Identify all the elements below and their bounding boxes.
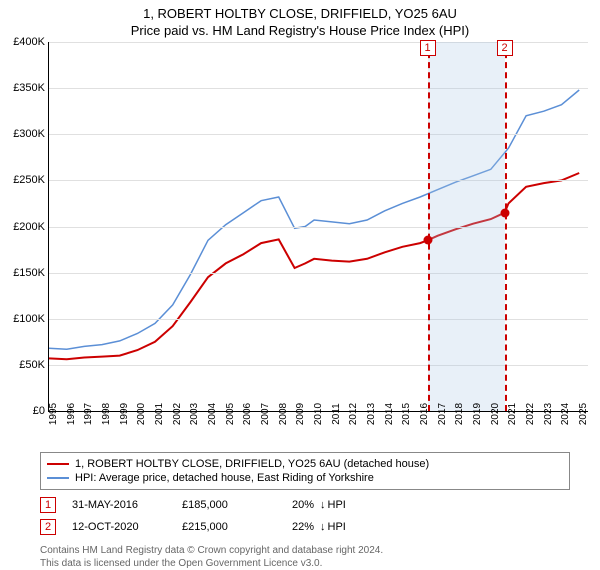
legend-label-property: 1, ROBERT HOLTBY CLOSE, DRIFFIELD, YO25 … bbox=[75, 458, 429, 470]
chart-title: 1, ROBERT HOLTBY CLOSE, DRIFFIELD, YO25 … bbox=[0, 0, 600, 21]
gridline bbox=[49, 134, 588, 135]
event-badge-on-chart: 1 bbox=[420, 40, 436, 56]
x-tick-label: 2025 bbox=[578, 403, 589, 425]
legend-swatch-property bbox=[47, 463, 69, 465]
legend-label-hpi: HPI: Average price, detached house, East… bbox=[75, 472, 374, 484]
legend-item-hpi: HPI: Average price, detached house, East… bbox=[47, 471, 563, 485]
x-tick-label: 2013 bbox=[366, 403, 377, 425]
x-tick-label: 2024 bbox=[560, 403, 571, 425]
y-tick-label: £0 bbox=[33, 405, 49, 417]
x-tick-label: 1996 bbox=[66, 403, 77, 425]
gridline bbox=[49, 180, 588, 181]
legend-item-property: 1, ROBERT HOLTBY CLOSE, DRIFFIELD, YO25 … bbox=[47, 457, 563, 471]
event-date-2: 12-OCT-2020 bbox=[72, 521, 182, 533]
gridline bbox=[49, 88, 588, 89]
x-tick-label: 2002 bbox=[172, 403, 183, 425]
event-badge-2: 2 bbox=[40, 519, 56, 535]
event-price-1: £185,000 bbox=[182, 499, 292, 511]
x-axis-labels: 1995199619971998199920002001200220032004… bbox=[48, 412, 588, 450]
y-tick-label: £250K bbox=[13, 174, 49, 186]
x-tick-label: 2000 bbox=[136, 403, 147, 425]
event-ref-2: HPI bbox=[328, 521, 346, 533]
event-pct-1: 20% bbox=[292, 499, 314, 511]
x-tick-label: 1999 bbox=[119, 403, 130, 425]
event-row-1: 1 31-MAY-2016 £185,000 20% ↓ HPI bbox=[40, 494, 570, 516]
x-tick-label: 2010 bbox=[313, 403, 324, 425]
chart-container: 1, ROBERT HOLTBY CLOSE, DRIFFIELD, YO25 … bbox=[0, 0, 600, 560]
event-price-2: £215,000 bbox=[182, 521, 292, 533]
footer-line-2: This data is licensed under the Open Gov… bbox=[40, 557, 570, 570]
legend-box: 1, ROBERT HOLTBY CLOSE, DRIFFIELD, YO25 … bbox=[40, 452, 570, 490]
y-tick-label: £100K bbox=[13, 313, 49, 325]
x-tick-label: 2001 bbox=[154, 403, 165, 425]
series-line-property bbox=[49, 173, 579, 359]
plot-area: £0£50K£100K£150K£200K£250K£300K£350K£400… bbox=[48, 42, 588, 412]
gridline bbox=[49, 273, 588, 274]
events-table: 1 31-MAY-2016 £185,000 20% ↓ HPI 2 12-OC… bbox=[40, 494, 570, 538]
x-tick-label: 2018 bbox=[454, 403, 465, 425]
x-tick-label: 2023 bbox=[543, 403, 554, 425]
y-tick-label: £200K bbox=[13, 221, 49, 233]
x-tick-label: 2014 bbox=[384, 403, 395, 425]
y-tick-label: £300K bbox=[13, 128, 49, 140]
event-date-1: 31-MAY-2016 bbox=[72, 499, 182, 511]
x-tick-label: 2008 bbox=[278, 403, 289, 425]
event-pct-2: 22% bbox=[292, 521, 314, 533]
legend-swatch-hpi bbox=[47, 477, 69, 479]
event-badge-on-chart: 2 bbox=[497, 40, 513, 56]
x-tick-label: 1997 bbox=[83, 403, 94, 425]
x-tick-label: 2016 bbox=[419, 403, 430, 425]
x-tick-label: 2006 bbox=[242, 403, 253, 425]
x-tick-label: 2007 bbox=[260, 403, 271, 425]
x-tick-label: 2021 bbox=[507, 403, 518, 425]
sale-marker-icon bbox=[423, 236, 432, 245]
footer-attribution: Contains HM Land Registry data © Crown c… bbox=[40, 544, 570, 570]
x-tick-label: 2020 bbox=[490, 403, 501, 425]
arrow-down-icon: ↓ bbox=[320, 499, 326, 511]
x-tick-label: 2022 bbox=[525, 403, 536, 425]
footer-line-1: Contains HM Land Registry data © Crown c… bbox=[40, 544, 570, 557]
x-tick-label: 2012 bbox=[348, 403, 359, 425]
y-tick-label: £400K bbox=[13, 36, 49, 48]
chart-subtitle: Price paid vs. HM Land Registry's House … bbox=[0, 21, 600, 42]
event-badge-1: 1 bbox=[40, 497, 56, 513]
sale-marker-icon bbox=[500, 208, 509, 217]
x-tick-label: 2015 bbox=[401, 403, 412, 425]
x-tick-label: 2009 bbox=[295, 403, 306, 425]
x-tick-label: 1995 bbox=[48, 403, 59, 425]
x-tick-label: 2011 bbox=[331, 403, 342, 425]
y-tick-label: £50K bbox=[19, 359, 49, 371]
gridline bbox=[49, 227, 588, 228]
gridline bbox=[49, 319, 588, 320]
x-tick-label: 2005 bbox=[225, 403, 236, 425]
x-tick-label: 2017 bbox=[437, 403, 448, 425]
y-tick-label: £350K bbox=[13, 82, 49, 94]
x-tick-label: 2003 bbox=[189, 403, 200, 425]
series-line-hpi bbox=[49, 90, 579, 349]
x-tick-label: 2004 bbox=[207, 403, 218, 425]
event-row-2: 2 12-OCT-2020 £215,000 22% ↓ HPI bbox=[40, 516, 570, 538]
x-tick-label: 2019 bbox=[472, 403, 483, 425]
arrow-down-icon: ↓ bbox=[320, 521, 326, 533]
y-tick-label: £150K bbox=[13, 267, 49, 279]
x-tick-label: 1998 bbox=[101, 403, 112, 425]
event-ref-1: HPI bbox=[328, 499, 346, 511]
gridline bbox=[49, 365, 588, 366]
